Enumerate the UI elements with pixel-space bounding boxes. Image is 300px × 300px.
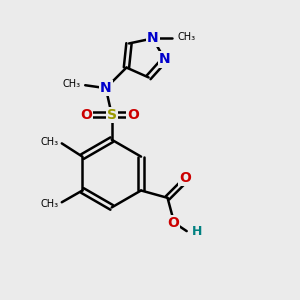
Text: O: O (127, 108, 139, 122)
Text: CH₃: CH₃ (178, 32, 196, 42)
Text: O: O (80, 108, 92, 122)
Text: S: S (107, 108, 117, 122)
Text: O: O (167, 217, 179, 230)
Text: CH₃: CH₃ (40, 199, 58, 209)
Text: CH₃: CH₃ (40, 137, 58, 147)
Text: N: N (100, 81, 112, 95)
Text: N: N (147, 32, 158, 45)
Text: H: H (192, 225, 202, 238)
Text: CH₃: CH₃ (63, 79, 81, 89)
Text: N: N (159, 52, 171, 66)
Text: O: O (179, 171, 191, 185)
